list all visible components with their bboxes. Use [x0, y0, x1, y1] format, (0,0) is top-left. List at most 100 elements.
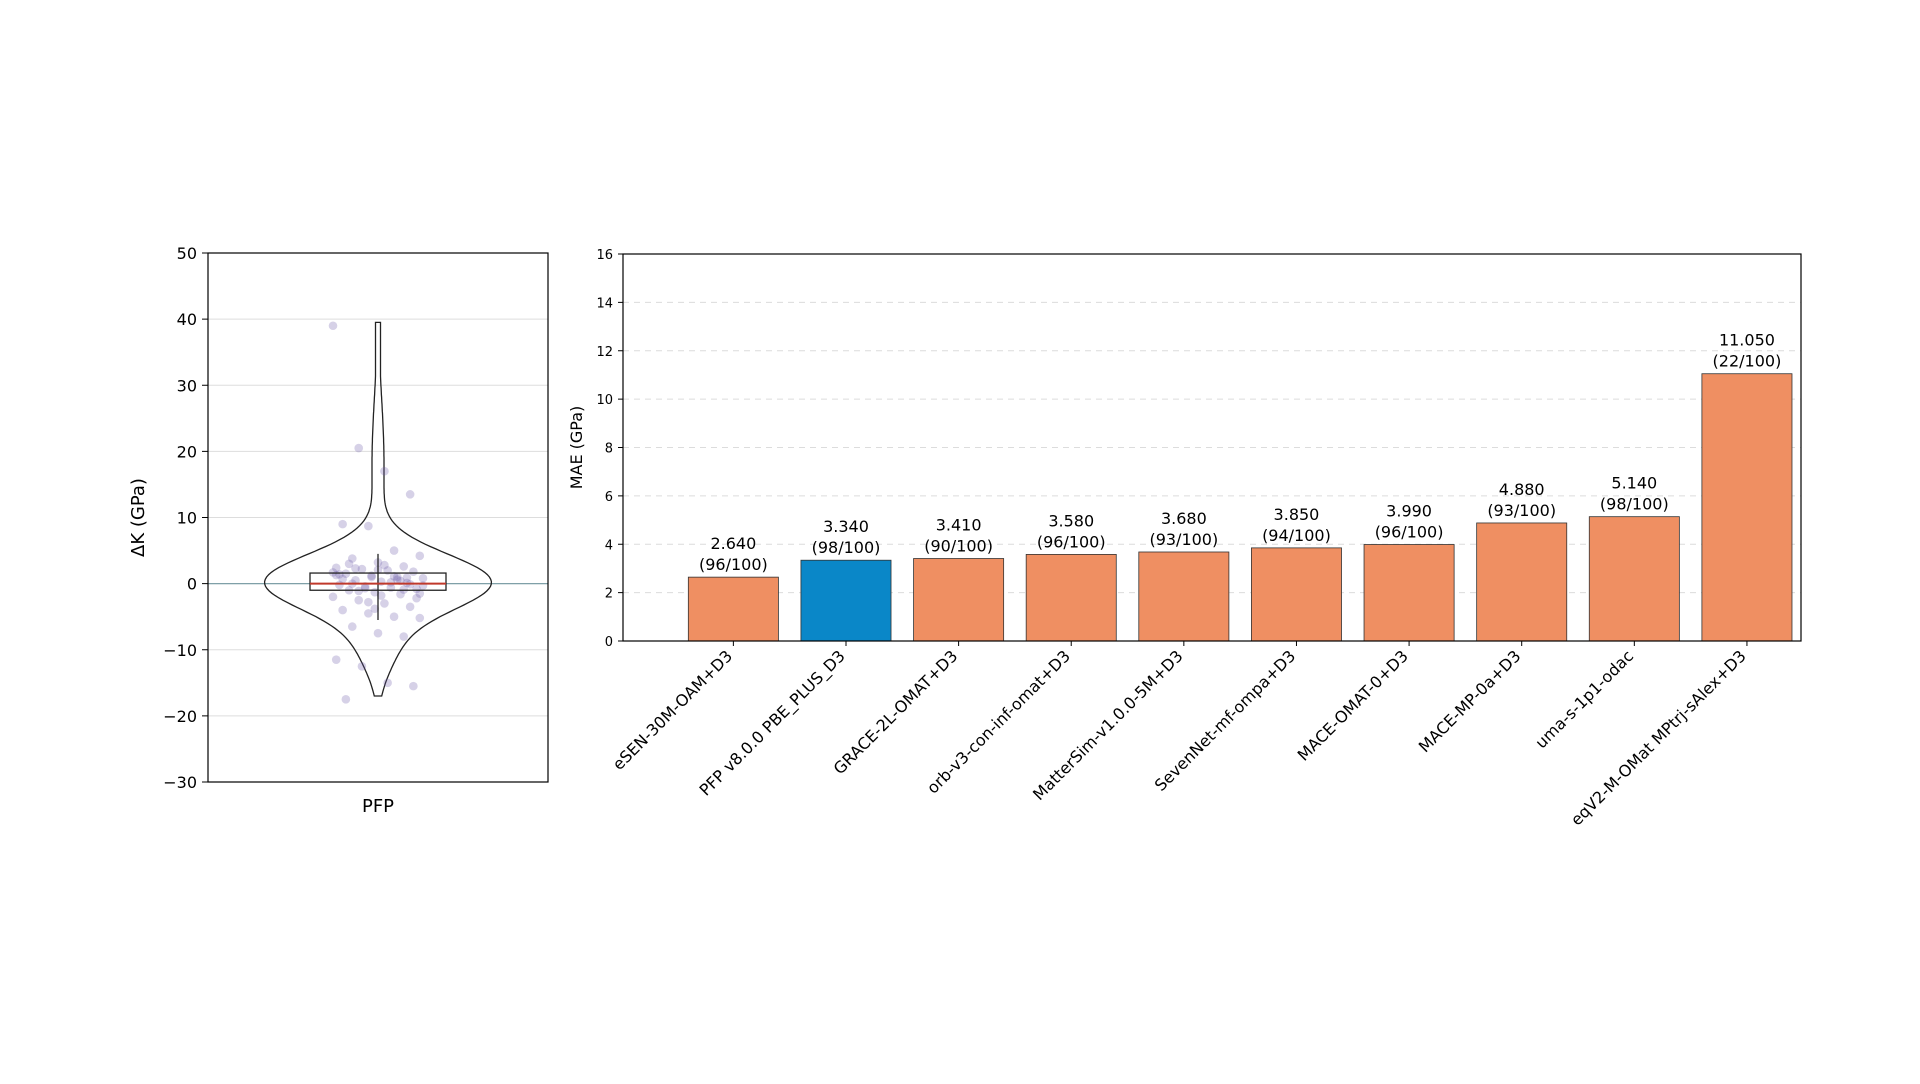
x-tick-label: MACE-MP-0a+D3 — [1415, 646, 1525, 756]
y-tick-label: 12 — [596, 345, 613, 360]
y-tick-label: 0 — [187, 575, 197, 594]
data-point — [364, 609, 373, 618]
data-point — [392, 572, 402, 582]
bar-value-label: 3.580 — [1048, 511, 1094, 530]
bar-value-label: 3.410 — [936, 516, 982, 535]
data-point — [331, 655, 341, 664]
bar-count-label: (93/100) — [1487, 501, 1556, 520]
bar-value-label: 3.850 — [1274, 505, 1320, 524]
bar — [1251, 547, 1342, 642]
y-tick-label: 8 — [605, 442, 613, 457]
bar-value-label: 5.140 — [1611, 474, 1657, 493]
data-point — [409, 567, 418, 577]
data-point — [380, 599, 389, 608]
data-point — [364, 597, 373, 607]
data-point — [367, 572, 376, 582]
data-point — [354, 443, 364, 453]
data-point — [357, 661, 367, 671]
y-tick-label: 14 — [596, 296, 613, 311]
data-point — [341, 569, 351, 579]
data-point — [412, 593, 421, 603]
data-point — [415, 589, 425, 598]
data-point — [399, 585, 409, 594]
violin-box — [309, 553, 447, 620]
data-point — [402, 573, 412, 582]
y-tick-label: 50 — [177, 244, 197, 263]
bar-value-label: 3.680 — [1161, 509, 1207, 528]
data-point — [383, 678, 392, 688]
data-point — [331, 570, 341, 580]
x-tick-label: eSEN-30M-OAM+D3 — [609, 646, 736, 773]
bar-count-label: (22/100) — [1713, 352, 1782, 371]
data-point — [351, 564, 360, 573]
violin-panel: −30 −20 −10 0 10 20 30 40 50 ΔK (GPa) PFP — [128, 244, 549, 817]
bar — [1025, 554, 1117, 642]
x-tick-label: MACE-OMAT-0+D3 — [1294, 646, 1412, 764]
y-tick-label: −30 — [163, 773, 197, 792]
data-point — [328, 592, 338, 602]
x-tick-label: eqV2-M-OMat MPtrj-sAlex+D3 — [1567, 646, 1750, 829]
data-point — [380, 466, 389, 476]
violin-y-axis-label: ΔK (GPa) — [128, 478, 149, 557]
bar-count-label: (96/100) — [699, 555, 768, 574]
y-tick-label: 10 — [177, 509, 197, 528]
data-point — [418, 574, 428, 583]
data-point — [364, 521, 373, 531]
violin-category-label: PFP — [362, 796, 394, 817]
bar-value-label: 4.880 — [1499, 480, 1545, 499]
bar — [1363, 544, 1455, 642]
data-point — [370, 604, 380, 614]
bar-value-labels: 2.640 (96/100) 3.340 (98/100) 3.410 (90/100) 3… — [699, 331, 1781, 574]
x-tick-label: uma-s-1p1-odac — [1531, 646, 1637, 752]
bar-panel: 2.640 (96/100) 3.340 (98/100) 3.410 (90/100) 3… — [567, 248, 1802, 829]
bar-count-label: (93/100) — [1149, 530, 1218, 549]
data-point — [354, 586, 364, 596]
bar-value-label: 3.990 — [1386, 501, 1432, 520]
y-tick-label: 10 — [596, 393, 613, 408]
data-point — [392, 575, 402, 584]
y-tick-label: −10 — [163, 641, 197, 660]
box-iqr — [309, 572, 447, 591]
bar-y-axis-label: MAE (GPa) — [567, 406, 586, 490]
data-point — [328, 321, 338, 331]
x-tick-label: GRACE-2L-OMAT+D3 — [830, 646, 962, 778]
data-point — [418, 581, 428, 590]
bar — [687, 576, 779, 642]
data-point — [376, 591, 386, 600]
data-point — [389, 612, 399, 621]
data-point — [405, 602, 415, 612]
violin-gridlines — [208, 252, 548, 783]
y-tick-label: 16 — [596, 248, 613, 263]
data-point — [344, 559, 354, 569]
data-point — [409, 681, 418, 691]
data-point — [373, 628, 383, 638]
data-point — [341, 695, 351, 704]
data-point — [347, 554, 357, 563]
data-point — [338, 574, 347, 584]
data-point — [338, 519, 347, 529]
bar-y-ticks: 0 2 4 6 8 10 12 14 16 — [596, 248, 623, 650]
bar-value-label: 2.640 — [710, 534, 756, 553]
violin-body — [263, 321, 493, 697]
bar-count-label: (96/100) — [1375, 522, 1444, 541]
bar-count-label: (98/100) — [812, 538, 881, 557]
data-point — [412, 584, 421, 594]
data-point — [347, 622, 357, 631]
violin-y-ticks: −30 −20 −10 0 10 20 30 40 50 — [163, 244, 208, 792]
y-tick-label: 0 — [605, 635, 613, 650]
data-point — [389, 572, 399, 581]
y-tick-label: −20 — [163, 707, 197, 726]
y-tick-label: 6 — [605, 490, 613, 505]
bar-value-label: 11.050 — [1719, 331, 1775, 350]
bar — [913, 558, 1005, 642]
bar-count-label: (96/100) — [1037, 532, 1106, 551]
data-point — [399, 632, 409, 641]
data-point — [335, 570, 344, 579]
bar — [1138, 551, 1230, 642]
bar — [1588, 516, 1680, 642]
y-tick-label: 20 — [177, 442, 197, 461]
y-tick-label: 4 — [605, 538, 613, 553]
bar — [1476, 522, 1568, 642]
bar-count-label: (98/100) — [1600, 495, 1669, 514]
